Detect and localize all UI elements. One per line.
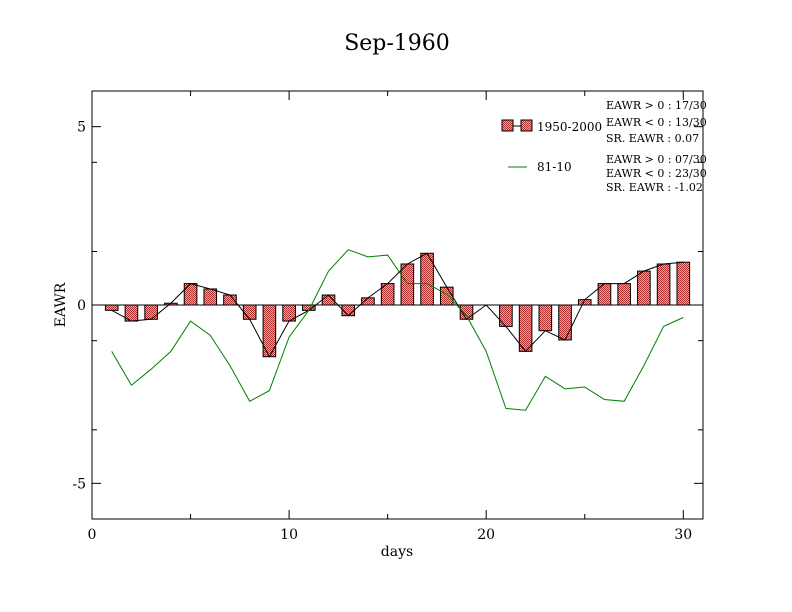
- bar: [558, 304, 572, 341]
- bar-top-connector-line: [111, 252, 684, 358]
- bar: [183, 283, 198, 306]
- stats-block-81-10: EAWR > 0 : 07/30 EAWR < 0 : 23/30 SR. EA…: [606, 153, 707, 194]
- stat-line: SR. EAWR : -1.02: [606, 181, 703, 194]
- stat-line: EAWR < 0 : 23/30: [606, 167, 707, 180]
- legend: 1950-2000 81-10: [501, 119, 602, 174]
- stat-line: EAWR < 0 : 13/30: [606, 116, 707, 129]
- stat-line: SR. EAWR : 0.07: [606, 132, 699, 145]
- stats-block-1950-2000: EAWR > 0 : 17/30 EAWR < 0 : 13/30 SR. EA…: [606, 99, 707, 145]
- x-axis-ticks: 0 10 20 30: [88, 91, 692, 543]
- bar: [144, 304, 158, 320]
- bar: [439, 286, 454, 306]
- bar: [676, 261, 691, 306]
- x-tick-label: 20: [477, 527, 495, 543]
- y-tick-label: -5: [72, 476, 86, 492]
- bar: [538, 304, 553, 332]
- bar: [499, 304, 513, 327]
- stat-line: EAWR > 0 : 07/30: [606, 153, 707, 166]
- bar: [656, 263, 671, 306]
- legend-label-1950-2000: 1950-2000: [537, 120, 602, 134]
- y-tick-label: 5: [77, 120, 86, 136]
- x-tick-label: 0: [88, 527, 97, 543]
- bar: [242, 304, 257, 320]
- bar: [617, 283, 631, 306]
- bar: [400, 263, 415, 306]
- chart-title: Sep-1960: [344, 31, 450, 56]
- y-tick-label: 0: [77, 298, 86, 314]
- bar: [104, 304, 119, 311]
- legend-bar-swatch-left: [501, 119, 514, 132]
- y-axis-label: EAWR: [53, 282, 69, 327]
- bar-series-1950-2000: [104, 252, 691, 358]
- x-axis-label: days: [381, 544, 413, 560]
- y-axis-ticks: 5 0 -5: [72, 120, 703, 492]
- legend-label-81-10: 81-10: [537, 160, 572, 174]
- bar: [203, 288, 218, 306]
- bar: [637, 270, 651, 306]
- x-tick-label: 10: [280, 527, 298, 543]
- stat-line: EAWR > 0 : 17/30: [606, 99, 707, 112]
- bar: [518, 304, 533, 352]
- line-series-81-10: [111, 249, 684, 411]
- legend-bar-swatch-right: [520, 119, 533, 132]
- x-tick-label: 30: [674, 527, 692, 543]
